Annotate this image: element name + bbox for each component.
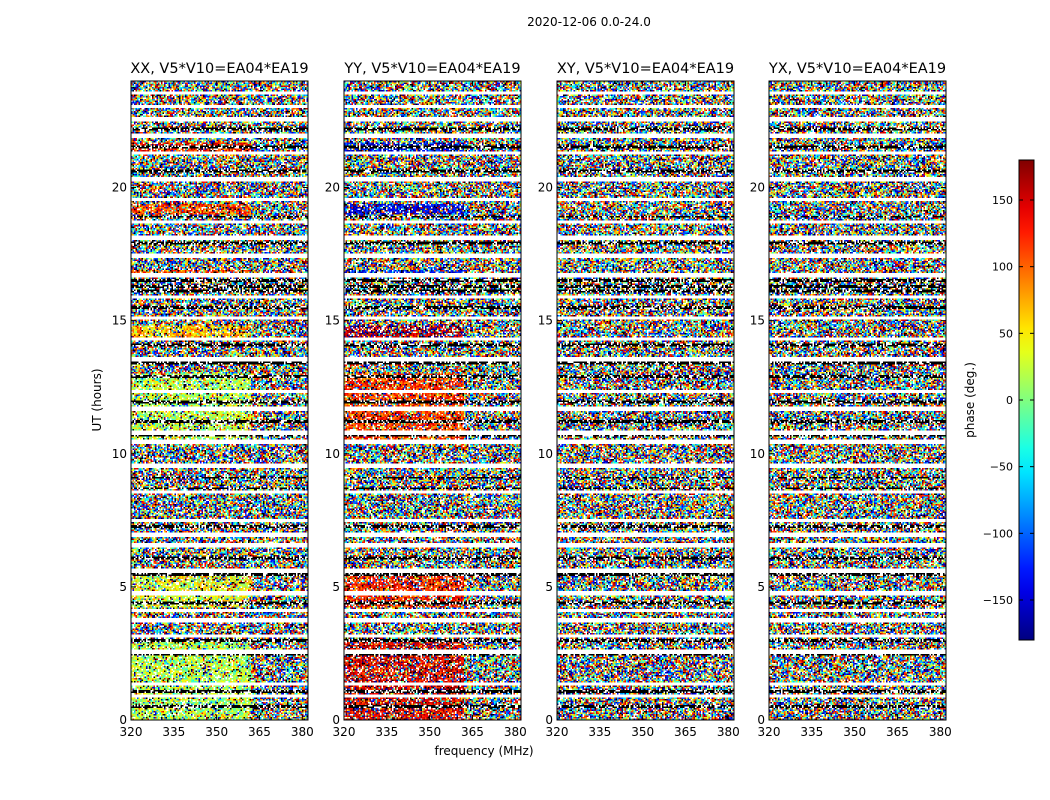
colorbar-tick-label: 100	[992, 261, 1013, 274]
x-tick-label: 380	[929, 725, 952, 739]
panel-title: YY, V5*V10=EA04*EA19	[343, 61, 520, 77]
y-tick-label: 10	[750, 447, 765, 461]
colorbar-label: phase (deg.)	[963, 362, 977, 438]
y-tick-label: 0	[119, 713, 127, 727]
y-tick-label: 0	[757, 713, 765, 727]
x-tick-label: 350	[631, 725, 654, 739]
x-tick-label: 335	[162, 725, 185, 739]
x-tick-label: 320	[333, 725, 356, 739]
y-tick-label: 10	[538, 447, 553, 461]
panel-frame	[343, 80, 522, 721]
x-tick-label: 365	[674, 725, 697, 739]
y-tick-label: 0	[545, 713, 553, 727]
y-tick-label: 15	[750, 314, 765, 328]
x-tick-label: 320	[546, 725, 569, 739]
x-tick-label: 335	[800, 725, 823, 739]
panel-cross-2: XY, V5*V10=EA04*EA19 320 335 350 365 380 0 5 10 1…	[538, 61, 740, 739]
y-tick-label: 10	[112, 447, 127, 461]
x-tick-label: 350	[843, 725, 866, 739]
panel-xx-0: XX, V5*V10=EA04*EA19 320 335 350 365 380 0 5 10 1…	[112, 61, 314, 739]
phase-heatmap-image	[769, 81, 946, 720]
panel-frame	[768, 80, 947, 721]
y-tick-label: 0	[332, 713, 340, 727]
y-tick-label: 5	[332, 580, 340, 594]
x-tick-label: 320	[758, 725, 781, 739]
phase-heatmap-image	[131, 81, 308, 720]
phase-heatmap-image	[557, 81, 734, 720]
panel-yy-1: YY, V5*V10=EA04*EA19 320 335 350 365 380 0 5 10 1…	[325, 61, 527, 739]
phase-heatmap-image	[344, 81, 521, 720]
y-tick-label: 20	[112, 181, 127, 195]
panel-title: XX, V5*V10=EA04*EA19	[130, 61, 308, 77]
x-tick-label: 335	[375, 725, 398, 739]
colorbar-tick-label: −150	[983, 594, 1013, 607]
x-tick-label: 335	[588, 725, 611, 739]
x-tick-label: 350	[418, 725, 441, 739]
y-tick-label: 5	[119, 580, 127, 594]
y-axis-label: UT (hours)	[90, 368, 104, 431]
y-tick-label: 15	[112, 314, 127, 328]
colorbar-tick-label: −50	[990, 461, 1013, 474]
colorbar-tick-label: 0	[1006, 394, 1013, 407]
y-tick-label: 5	[757, 580, 765, 594]
panel-title: YX, V5*V10=EA04*EA19	[768, 61, 946, 77]
panels-group: XX, V5*V10=EA04*EA19 320 335 350 365 380 0 5 10 1…	[112, 61, 952, 739]
panel-frame	[556, 80, 735, 721]
y-tick-label: 20	[325, 181, 340, 195]
x-tick-label: 350	[205, 725, 228, 739]
colorbar-tick-label: −100	[983, 527, 1013, 540]
x-tick-label: 365	[461, 725, 484, 739]
x-tick-label: 380	[717, 725, 740, 739]
y-tick-label: 20	[538, 181, 553, 195]
panel-frame	[130, 80, 309, 721]
y-tick-label: 15	[325, 314, 340, 328]
x-axis-label: frequency (MHz)	[434, 744, 533, 758]
y-tick-label: 20	[750, 181, 765, 195]
figure-title: 2020-12-06 0.0-24.0	[527, 15, 651, 29]
y-tick-label: 10	[325, 447, 340, 461]
x-tick-label: 365	[886, 725, 909, 739]
x-tick-label: 365	[248, 725, 271, 739]
x-tick-label: 380	[291, 725, 314, 739]
y-tick-label: 15	[538, 314, 553, 328]
colorbar: 150 100 50 0 −50 −100 −150	[983, 159, 1035, 641]
colorbar-tick-label: 150	[992, 194, 1013, 207]
panel-title: XY, V5*V10=EA04*EA19	[557, 61, 734, 77]
panel-cross-3: YX, V5*V10=EA04*EA19 320 335 350 365 380 0 5 10 1…	[750, 61, 952, 739]
y-tick-label: 5	[545, 580, 553, 594]
x-tick-label: 320	[120, 725, 143, 739]
colorbar-tick-label: 50	[999, 327, 1013, 340]
x-tick-label: 380	[504, 725, 527, 739]
